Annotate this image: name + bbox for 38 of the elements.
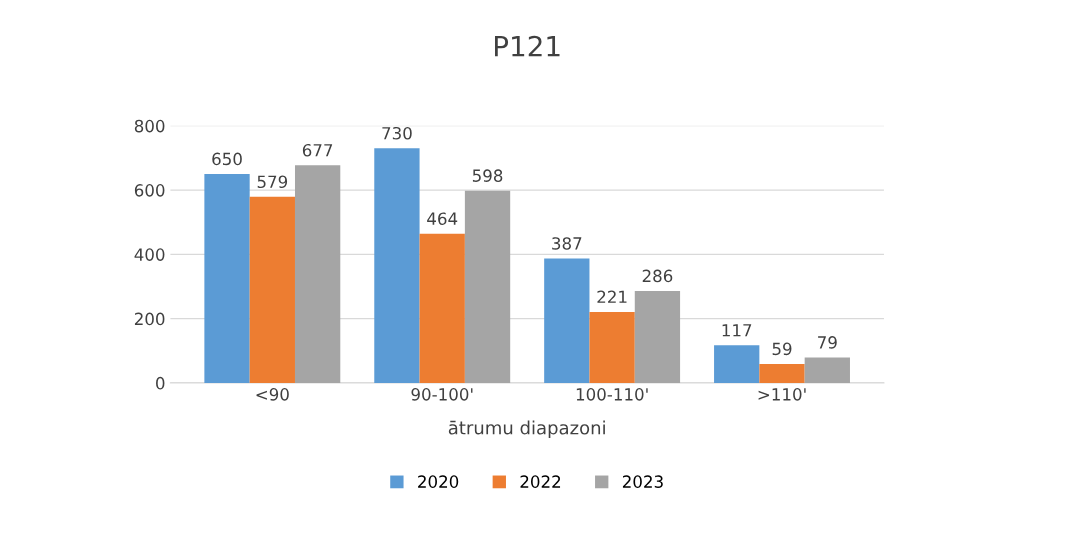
bar (544, 258, 590, 383)
bar (374, 148, 420, 383)
data-label: 464 (427, 212, 458, 225)
legend-label: 2022 (520, 475, 561, 488)
data-label: 579 (257, 175, 288, 189)
bar (464, 190, 511, 383)
bar (759, 363, 805, 383)
data-label: 79 (818, 336, 837, 349)
data-label: 59 (772, 342, 792, 356)
y-tick-label: 800 (134, 119, 165, 133)
data-label: 387 (552, 237, 582, 250)
data-label: 221 (597, 290, 627, 303)
data-label: 730 (382, 126, 412, 140)
bar (294, 165, 341, 383)
x-tick-label: 100-110' (576, 388, 648, 401)
data-label: 598 (472, 169, 503, 182)
bar (419, 233, 465, 383)
chart-title: P121 (495, 35, 560, 57)
data-label: 286 (642, 269, 673, 283)
bar (804, 357, 850, 383)
y-tick-label: 200 (134, 312, 165, 326)
bar (634, 290, 681, 383)
legend-label: 2023 (622, 475, 663, 488)
bar (589, 311, 635, 383)
x-tick-label: 90-100' (411, 388, 473, 401)
data-label: 677 (302, 143, 333, 157)
bar (249, 196, 295, 383)
x-axis-title: ātrumu diapazoni (448, 420, 605, 439)
x-tick-label: >110' (758, 388, 806, 401)
bar (714, 345, 760, 383)
y-tick-label: 0 (156, 376, 165, 390)
x-tick-label: <90 (256, 388, 289, 401)
y-tick-label: 400 (134, 248, 165, 261)
data-label: 117 (722, 324, 752, 337)
data-label: 650 (212, 152, 242, 166)
bar (204, 174, 250, 383)
y-tick-label: 600 (134, 184, 165, 197)
legend-label: 2020 (418, 475, 459, 488)
